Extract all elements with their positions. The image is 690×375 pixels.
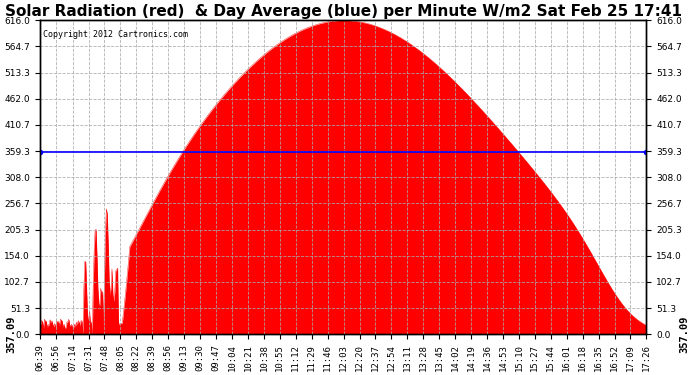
Text: 357.09: 357.09 [6,315,17,353]
Text: 357.09: 357.09 [680,315,690,353]
Text: Copyright 2012 Cartronics.com: Copyright 2012 Cartronics.com [43,30,188,39]
Title: Solar Radiation (red)  & Day Average (blue) per Minute W/m2 Sat Feb 25 17:41: Solar Radiation (red) & Day Average (blu… [5,4,682,19]
